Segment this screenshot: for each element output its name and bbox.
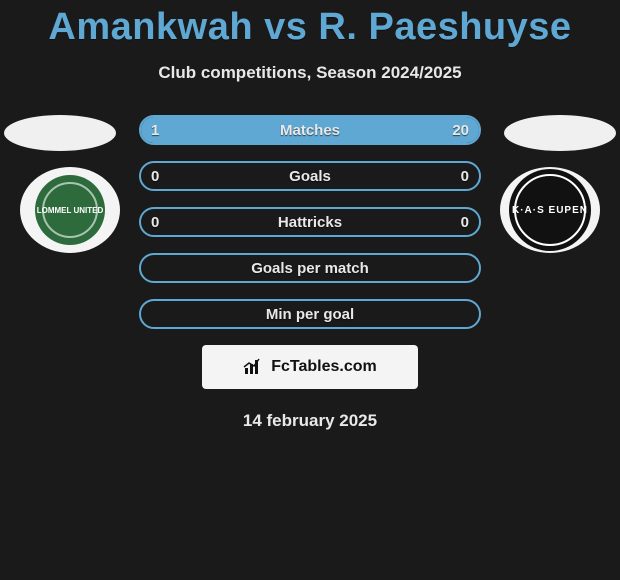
- footer-label: FcTables.com: [271, 358, 377, 376]
- stat-value-left: 1: [151, 117, 159, 143]
- stat-value-right: 20: [452, 117, 469, 143]
- footer-badge[interactable]: FcTables.com: [202, 345, 418, 389]
- stat-bars: 120Matches00Goals00HattricksGoals per ma…: [139, 115, 481, 329]
- page-title: Amankwah vs R. Paeshuyse: [0, 0, 620, 49]
- stat-row: Min per goal: [139, 299, 481, 329]
- stat-row: Goals per match: [139, 253, 481, 283]
- stat-label: Min per goal: [141, 301, 479, 327]
- stat-fill-right: [157, 117, 479, 143]
- stat-value-left: 0: [151, 163, 159, 189]
- club-crest-left-label: LOMMEL UNITED: [35, 175, 105, 245]
- club-crest-right: K·A·S EUPEN: [500, 167, 600, 253]
- stat-value-right: 0: [461, 163, 469, 189]
- page-subtitle: Club competitions, Season 2024/2025: [0, 63, 620, 83]
- stat-value-right: 0: [461, 209, 469, 235]
- compare-area: LOMMEL UNITED K·A·S EUPEN 120Matches00Go…: [0, 115, 620, 329]
- date-label: 14 february 2025: [0, 411, 620, 431]
- club-crest-right-label: K·A·S EUPEN: [509, 169, 591, 251]
- stat-value-left: 0: [151, 209, 159, 235]
- chart-icon: [243, 358, 265, 376]
- stat-label: Goals per match: [141, 255, 479, 281]
- player-silhouette-left: [4, 115, 116, 151]
- stat-row: 0 0Hattricks: [139, 207, 481, 237]
- stat-label: Goals: [141, 163, 479, 189]
- stat-row: 120Matches: [139, 115, 481, 145]
- stat-label: Hattricks: [141, 209, 479, 235]
- player-silhouette-right: [504, 115, 616, 151]
- stat-row: 0 0Goals: [139, 161, 481, 191]
- club-crest-left: LOMMEL UNITED: [20, 167, 120, 253]
